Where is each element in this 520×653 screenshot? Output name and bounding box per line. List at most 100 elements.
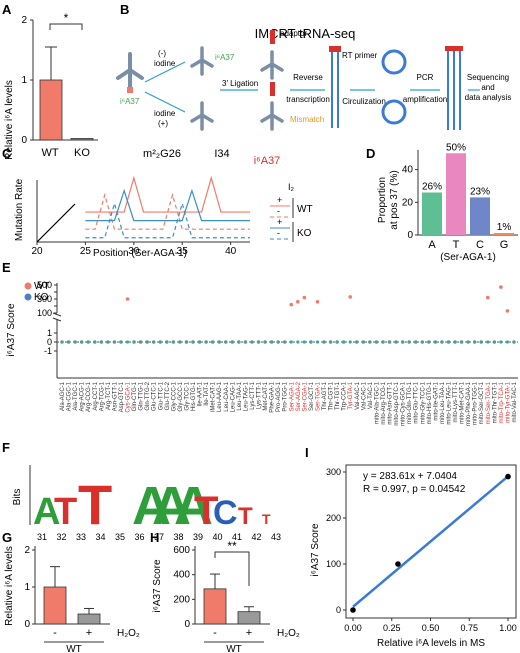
panel-e-xlabel: mito-Met-CAT-1 [460,381,466,424]
panel-h-bar-0 [203,588,227,625]
panel-e-point-ko [440,340,444,344]
panel-e-point-ko [66,340,71,344]
logo-c-40: C [213,494,238,532]
pcr-product-icon [445,46,463,130]
panel-e-point-ko [230,340,234,344]
panel-i-fit-line [352,475,509,608]
panel-i-xtick-label: 0.75 [460,623,478,633]
panel-e-point-ko [309,340,313,344]
panel-e-xlabel: Leu-CAA-1 [224,381,230,411]
panel-e-xlabel: Ser-GCT-1 [309,381,315,411]
panel-e-point-ko [119,340,123,344]
panel-e-point-ko [80,340,84,344]
panel-e-point-ko [237,340,241,344]
panel-e-xlabel: Ser-CGA-1 [302,381,308,411]
panel-e-xlabel: mito-Ala-TGC-1 [374,381,380,424]
panel-e-xlabel: Ile-TAT-1 [204,381,210,405]
panel-b-iodine-bottom: iodine [154,109,176,118]
panel-e-point-ko [60,340,64,344]
panel-f-xlabel: 38 [173,532,183,542]
panel-e-xlabel: Ser-AGA-1 [289,381,295,411]
panel-e-xlabel: Glu-TTC-2 [165,381,171,410]
panel-h-ytick-label: 600 [173,545,190,556]
panel-e-point-wt [348,295,353,299]
panel-e-point-wt [125,297,130,301]
panel-d-bar-label-C: 23% [470,186,490,197]
panel-f-label: F [2,440,10,455]
panel-e-point-ko [204,340,208,344]
panel-c-xtick-label: 30 [128,246,140,257]
logo-t-32: T [54,491,77,533]
panel-b-mismatch: Mismatch [290,115,324,124]
panel-d-xlabel: (Ser-AGA-1) [440,252,496,263]
panel-g-ytick-label: 0 [24,619,30,630]
panel-h-bar-1 [237,611,261,625]
trna-plus-icon [190,101,214,131]
panel-e-xlabel: Arg-CCT-1 [93,381,99,410]
panel-i-ytick-label: 0 [336,605,341,615]
panel-e-xlabel: Arg-TCG-1 [99,381,105,411]
panel-b-pcr: PCR [417,73,434,82]
panel-a: A Relative i⁶A levels 0 1 2 WT KO * [2,2,98,160]
panel-a-ytick-label: 1 [21,75,27,86]
panel-e-xlabels: Ala-AGC-1 Ala-CGC-1 Ala-TGC-1 Arg-ACG-1 Arg-… [60,381,518,426]
legend-ko-dot [24,293,32,301]
panel-c-label: C [2,146,12,161]
panel-i-xtick-label: 0.25 [383,623,401,633]
panel-e-point-ko [289,340,293,344]
panel-e-points [60,285,516,344]
panel-e-xlabel: mito-Val-TAC-1 [512,381,518,422]
panel-e-xlabel: Val-TAC-1 [368,381,374,409]
panel-h-ytick-label: 0 [184,619,190,630]
panel-f-xlabel: 43 [271,532,281,542]
panel-f-xlabel: 33 [76,532,86,542]
panel-g-cat-0: - [53,627,57,639]
panel-g-ytick-label: 1 [24,582,30,593]
panel-c-xtick-label: 40 [225,246,237,257]
legend-wt: WT [297,204,313,215]
panel-e-point-ko [387,340,392,344]
panel-c: C Mutation Rate 20 25 30 35 40 Position (Ser… [2,146,313,259]
panel-e-xlabel: Gln-TTG-2 [145,381,151,410]
panel-e-xlabel: mito-Gly-TCC-1 [420,381,426,424]
panel-d-bar-label-G: 1% [497,222,512,233]
panel-f-xlabel: 37 [154,532,164,542]
panel-b-and: and [481,83,494,92]
panel-f-xlabel: 34 [95,532,105,542]
logo-a-37: A [152,476,191,536]
panel-c-ticks: 20 25 30 35 40 [31,242,237,257]
panel-e-point-ko [381,340,385,344]
panel-e-xlabel: mito-Trp-TCA-1 [499,381,505,423]
panel-e-xlabel: Thr-AGT-1 [322,381,328,410]
panel-i-ytick-label: 300 [326,467,341,477]
panel-e-xlabel: Leu-TAG-1 [243,381,249,411]
panel-i-xlabel: Relative i⁶A levels in MS [377,638,485,649]
panel-e-point-ko [348,340,352,344]
panel-h-group-label: WT [226,644,242,653]
panel-a-ytick-label: 0 [21,135,27,146]
panel-h-h2o2: H₂O₂ [277,628,300,639]
panel-e-point-wt [505,309,510,313]
panel-e-ytick-label: 500 [37,280,52,290]
panel-h-significance-bracket [214,551,250,586]
panel-a-cat-ko: KO [74,147,90,159]
panel-c-series [85,175,250,239]
panel-e-ytick-label: 1 [47,328,52,338]
panel-e-xlabel: Pro-AGG-1 [276,381,282,412]
panel-e-ytick-label: -1 [44,346,52,356]
panel-e-point-ko [296,340,300,344]
panel-d-ytick-label: 20 [402,197,414,208]
panel-e-point-wt [289,302,294,307]
panel-e-xlabel: Gln-CTG-1 [132,381,138,411]
panel-e-xlabel: mito-Ser-TGA-1 [486,381,492,424]
circle-icon-top [381,49,407,75]
panel-e-point-wt [315,300,320,304]
panel-e-point-ko [178,340,182,344]
panel-c-diagonal [36,203,76,243]
panel-e-xlabel: Pro-TGG-1 [283,381,289,411]
panel-e-point-ko [368,340,372,344]
panel-e-point-ko [112,340,117,344]
panel-e-point-ko [401,340,405,344]
logo-t-41: T [238,503,253,530]
